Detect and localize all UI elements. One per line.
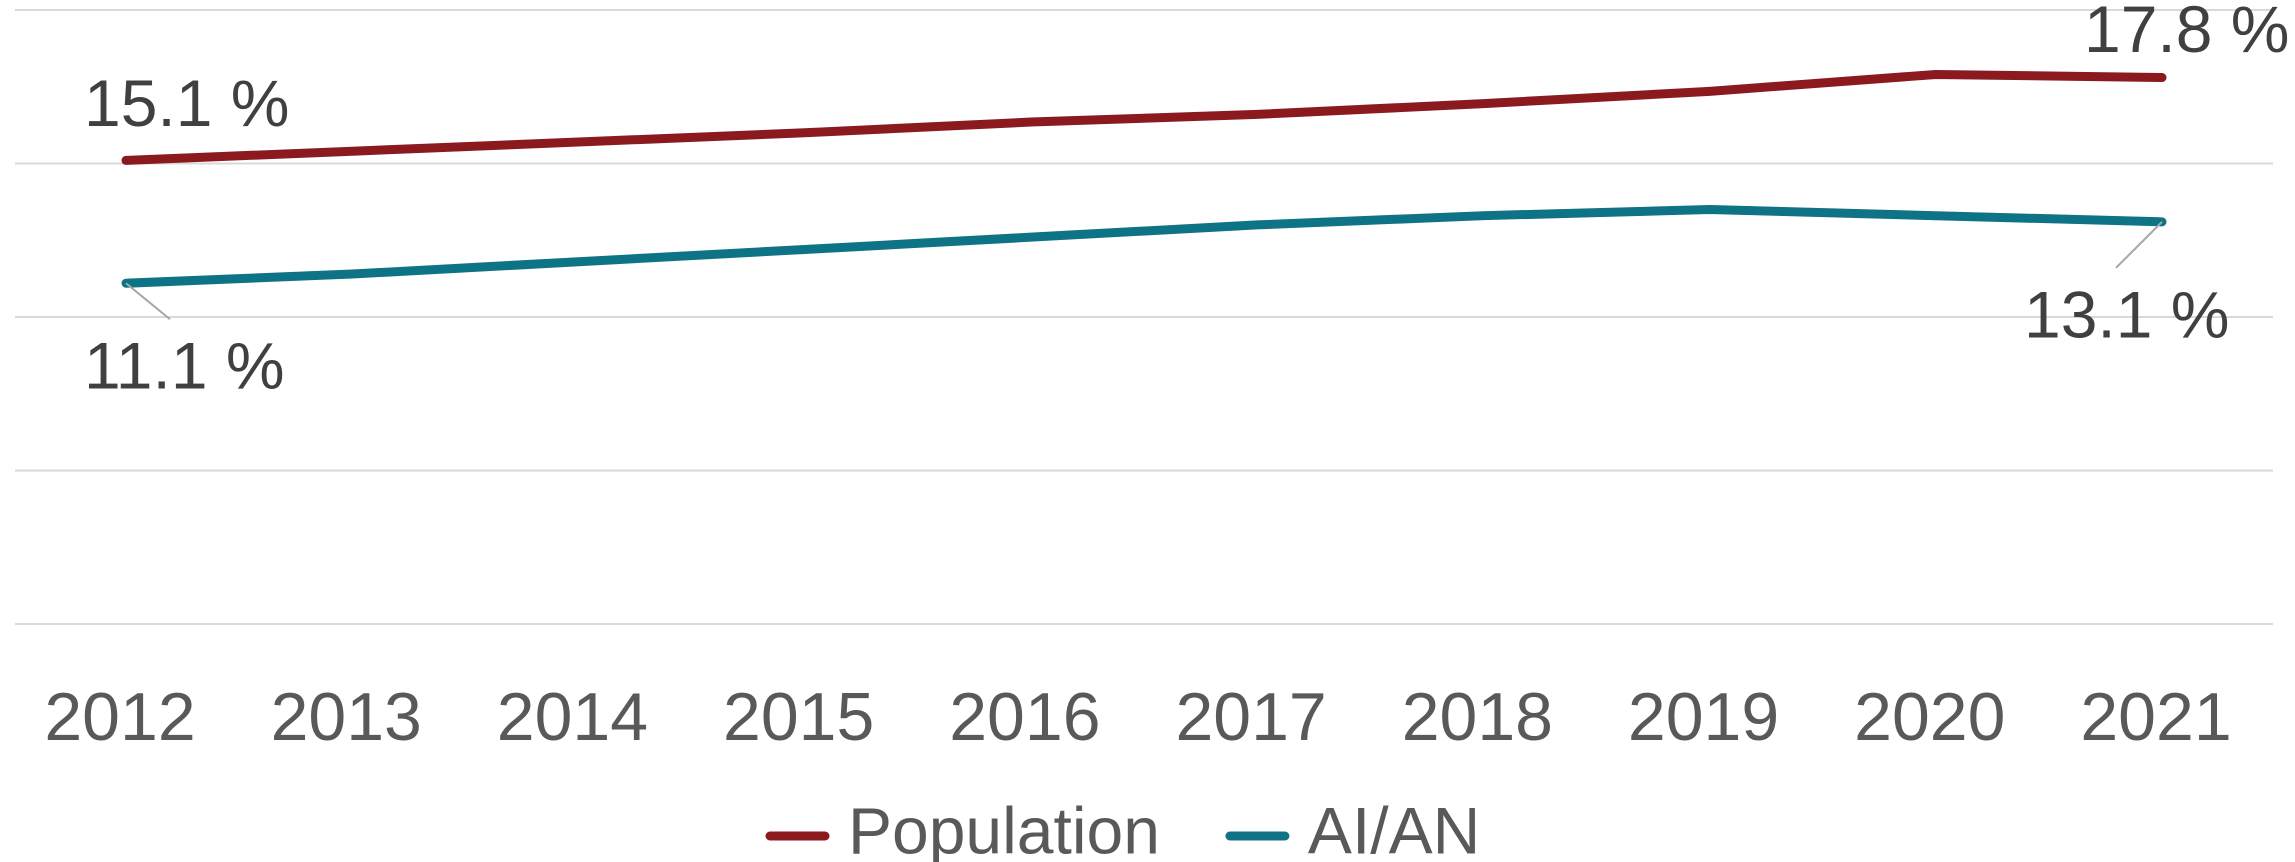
x-tick-label: 2016	[949, 679, 1100, 755]
leader-line	[125, 282, 171, 321]
data-label: 11.1 %	[84, 329, 285, 403]
x-tick-label: 2015	[723, 679, 874, 755]
series-line	[121, 205, 2167, 288]
x-tick-label: 2013	[271, 679, 422, 755]
x-tick-label: 2020	[1854, 679, 2005, 755]
x-tick-label: 2017	[1175, 679, 1326, 755]
legend-label: Population	[848, 793, 1160, 862]
legend-label: AI/AN	[1308, 793, 1480, 862]
x-tick-label: 2021	[2080, 679, 2231, 755]
data-label: 15.1 %	[84, 66, 289, 140]
series-line	[121, 69, 2167, 165]
data-label: 13.1 %	[2024, 277, 2229, 351]
x-tick-label: 2014	[497, 679, 648, 755]
x-tick-label: 2018	[1402, 679, 1553, 755]
leader-line	[2115, 221, 2163, 269]
x-tick-label: 2012	[44, 679, 195, 755]
data-label: 17.8 %	[2084, 0, 2289, 66]
x-tick-label: 2019	[1628, 679, 1779, 755]
